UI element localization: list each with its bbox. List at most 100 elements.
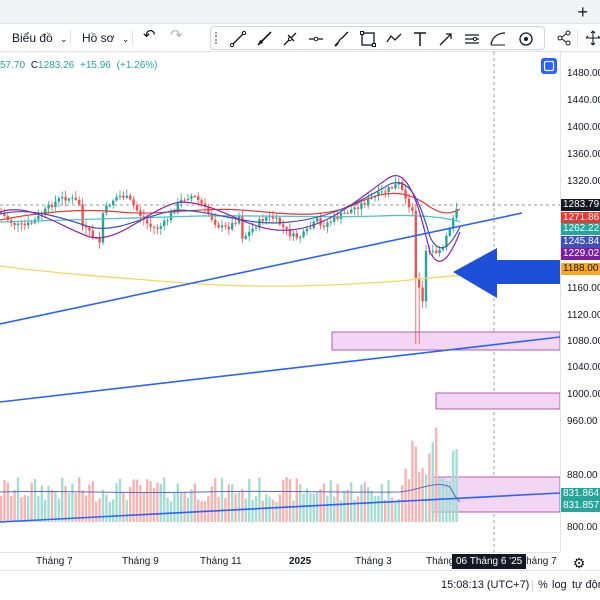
auto-scale-button[interactable] (541, 58, 557, 74)
ma-purple-line (0, 175, 461, 262)
volume-bar (84, 495, 88, 522)
candle-body (20, 223, 23, 225)
candle-body (244, 235, 247, 239)
volume-bar (125, 500, 128, 522)
candle-body (350, 209, 353, 214)
candle-body (166, 220, 169, 222)
candle-body (231, 223, 234, 230)
auto-scale-toggle[interactable]: tự động (572, 579, 600, 591)
candle-body (261, 219, 264, 221)
volume-bar (0, 495, 3, 522)
candle-body (193, 196, 196, 198)
volume-bar (13, 489, 16, 522)
candle-body (88, 227, 91, 231)
chart-menu-button[interactable]: Biểu đồ ⌄ (12, 29, 68, 47)
measure-icon[interactable] (463, 30, 481, 48)
volume-bars (0, 427, 461, 522)
candle-body (173, 212, 176, 214)
candle-body (431, 250, 434, 252)
candle-body (448, 228, 451, 236)
undo-icon[interactable]: ↶ (143, 27, 156, 44)
time-tick-label: Tháng (426, 556, 455, 567)
chart-settings-icon[interactable]: ⚙ (572, 555, 586, 571)
candle-body (360, 203, 363, 209)
ma-teal-line (0, 214, 461, 223)
share-icon[interactable] (555, 29, 573, 47)
price-axis[interactable]: 1480.00 1440.00 1400.00 1360.00 1320.00 1160.… (560, 52, 600, 552)
text-icon[interactable] (411, 30, 429, 48)
horizontal-line-icon[interactable] (307, 30, 325, 48)
ray-icon[interactable] (255, 30, 273, 48)
pitchfork-icon[interactable] (281, 30, 299, 48)
candle-body (241, 216, 244, 239)
arrow-marker-icon[interactable] (437, 30, 455, 48)
volume-bar (363, 482, 366, 522)
legend-change-pct: (+1.26%) (116, 60, 158, 71)
candle-body (3, 212, 6, 216)
price-badge: 1229.02 (561, 248, 600, 260)
candle-body (353, 207, 356, 210)
legend-change-abs: +15.96 (79, 60, 111, 71)
candle-body (27, 222, 30, 226)
volume-bar (329, 480, 332, 522)
volume-bar (149, 481, 152, 522)
hide-drawings-icon[interactable] (517, 30, 535, 48)
profile-menu-button[interactable]: Hồ sơ ⌄ (82, 29, 129, 47)
chevron-down-icon: ⌄ (121, 34, 130, 44)
trend-line-icon[interactable] (229, 30, 247, 48)
candle-body (435, 250, 438, 254)
curve-icon[interactable] (489, 30, 507, 48)
redo-icon[interactable]: ↷ (170, 27, 183, 44)
candle-body (23, 223, 26, 226)
price-badge: 831.864 (561, 488, 600, 500)
candle-body (163, 220, 166, 227)
price-tick-label: 1160.00 (567, 283, 600, 294)
volume-bar (57, 498, 60, 522)
candle-body (91, 230, 94, 238)
candle-body (186, 198, 190, 200)
volume-bar (95, 501, 98, 522)
volume-bar (350, 482, 353, 522)
volume-bar (74, 493, 77, 522)
price-tick-label: 880.00 (567, 470, 598, 481)
volume-bar (10, 496, 13, 522)
percent-scale-toggle[interactable]: % (538, 579, 548, 591)
ma-blue-line (0, 181, 461, 249)
price-chart[interactable] (0, 52, 560, 552)
candle-body (322, 225, 326, 228)
time-tick-label: Tháng 11 (200, 556, 242, 567)
candle-body (149, 223, 152, 227)
volume-bar (343, 490, 346, 522)
candle-body (282, 224, 285, 228)
add-tab-icon[interactable]: + (577, 2, 588, 22)
time-tick-label: Tháng 3 (355, 556, 392, 567)
volume-bar (445, 480, 448, 522)
volume-bar (237, 492, 241, 522)
drag-handle-icon[interactable] (215, 32, 219, 44)
rectangle-icon[interactable] (359, 30, 377, 48)
volume-bar (377, 495, 380, 522)
volume-bar (316, 491, 319, 522)
brush-icon[interactable] (333, 30, 351, 48)
volume-bar (367, 487, 370, 522)
chart-menu-label: Biểu đồ (12, 31, 53, 45)
volume-bar (71, 483, 74, 522)
candle-body (54, 201, 57, 208)
volume-bar (54, 491, 57, 522)
volume-bar (81, 490, 84, 522)
volume-bar (183, 491, 186, 522)
volume-bar (132, 479, 135, 522)
path-icon[interactable] (385, 30, 403, 48)
time-axis[interactable]: Tháng 7 Tháng Tháng 3 2025 Tháng 11 Tháng 9 Th… (0, 552, 560, 570)
candle-body (275, 217, 278, 219)
price-badge: 831.857 (561, 500, 600, 512)
candle-body (407, 198, 411, 208)
volume-bar (169, 501, 173, 522)
candle-body (421, 287, 424, 302)
log-scale-toggle[interactable]: log (552, 579, 567, 591)
volume-bar (112, 499, 115, 522)
candle-body (285, 227, 288, 230)
candle-body (30, 222, 33, 224)
expand-icon[interactable] (584, 29, 600, 47)
candle-body (292, 233, 295, 237)
